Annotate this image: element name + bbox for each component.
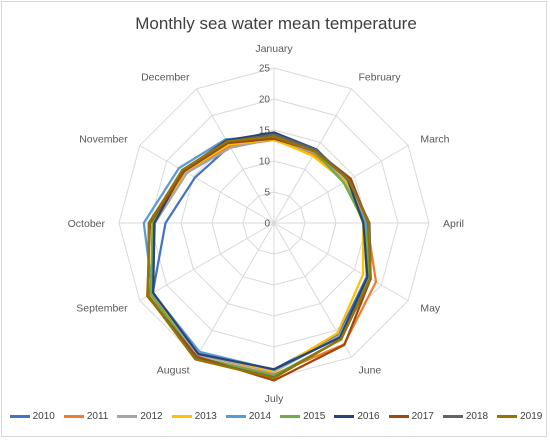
series-line-2017 [146,137,372,382]
category-label: November [79,134,128,146]
grid-spoke [273,222,409,301]
legend-item-2012: 2012 [117,411,163,422]
category-label: March [420,134,449,146]
grid-spoke [139,145,275,224]
legend-label: 2014 [248,411,272,422]
legend-item-2013: 2013 [171,411,217,422]
tick-label: 10 [259,157,271,168]
legend-label: 2018 [465,411,489,422]
legend-swatch [225,415,246,418]
category-label: April [443,218,464,230]
tick-label: 20 [259,95,271,106]
legend-label: 2017 [411,411,434,422]
category-label: September [76,303,128,315]
category-label: August [157,364,190,376]
legend-swatch [280,415,301,418]
grid-spoke [196,222,275,358]
legend-swatch [497,415,518,418]
legend-label: 2019 [520,411,543,422]
tick-label: 15 [259,126,271,137]
legend-item-2018: 2018 [442,411,489,422]
legend-item-2017: 2017 [388,411,434,422]
category-label: July [265,393,284,405]
legend-swatch [117,415,138,418]
legend-item-2016: 2016 [334,411,380,422]
legend-label: 2016 [357,411,380,422]
grid-spoke [273,145,409,224]
radar-tick-labels: 0 5 10 15 20 25 [259,64,271,230]
radar-category-labels: January February March April May June July Augu… [68,43,464,405]
legend-swatch [334,415,355,418]
legend-item-2019: 2019 [497,411,542,422]
legend-item-2015: 2015 [280,411,325,422]
grid-spoke [196,88,275,224]
tick-label: 25 [259,64,271,75]
category-label: May [420,303,441,315]
legend-label: 2010 [32,411,55,422]
legend-swatch [442,415,463,418]
legend: 2010 2011 2012 2013 2014 2015 2016 2017 2018 2019 [2,411,550,422]
legend-label: 2015 [303,411,326,422]
legend-swatch [63,415,84,418]
legend-item-2011: 2011 [63,411,109,422]
legend-item-2014: 2014 [225,411,272,422]
legend-label: 2011 [86,411,109,422]
category-label: January [255,43,293,55]
tick-label: 5 [264,188,270,199]
category-label: June [359,364,382,376]
legend-label: 2013 [194,411,217,422]
chart-title: Monthly sea water mean temperature [135,14,417,33]
grid-spoke [139,222,275,301]
tick-label: 0 [264,219,270,230]
radar-series-group [142,131,378,382]
legend-swatch [171,415,192,418]
legend-label: 2012 [140,411,163,422]
category-label: February [359,72,402,84]
category-label: October [68,218,106,230]
category-label: December [141,72,190,84]
legend-item-2010: 2010 [9,411,55,422]
series-line-2019 [146,135,372,380]
legend-swatch [388,415,409,418]
legend-swatch [9,415,30,418]
